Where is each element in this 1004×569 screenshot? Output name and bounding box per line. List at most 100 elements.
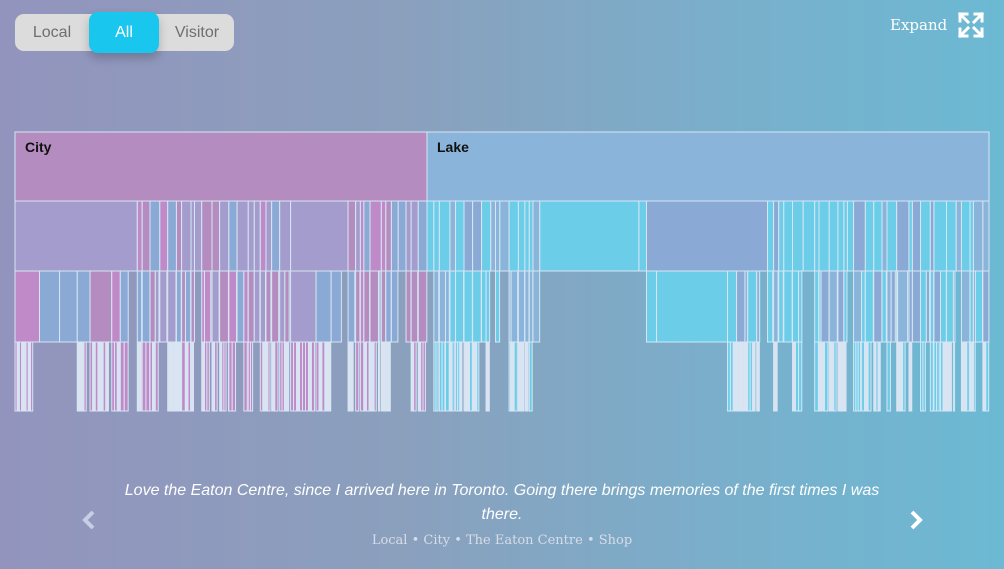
icicle-cell[interactable] bbox=[756, 270, 761, 343]
icicle-cell[interactable] bbox=[279, 200, 292, 272]
icicle-cell[interactable] bbox=[524, 341, 529, 412]
icicle-cell[interactable] bbox=[219, 200, 230, 272]
icicle-cell[interactable] bbox=[350, 341, 354, 412]
icicle-cell[interactable] bbox=[520, 341, 525, 412]
icicle-cell[interactable] bbox=[347, 200, 357, 272]
icicle-node-lake[interactable] bbox=[426, 131, 990, 202]
icicle-cell[interactable] bbox=[783, 200, 794, 272]
icicle-cell[interactable] bbox=[946, 270, 954, 343]
icicle-cell[interactable] bbox=[359, 270, 365, 343]
icicle-cell[interactable] bbox=[445, 270, 450, 343]
icicle-cell[interactable] bbox=[837, 270, 845, 343]
icicle-cell[interactable] bbox=[178, 341, 182, 412]
icicle-cell[interactable] bbox=[508, 341, 512, 412]
icicle-cell[interactable] bbox=[814, 200, 820, 272]
icicle-cell[interactable] bbox=[355, 200, 361, 272]
icicle-cell[interactable] bbox=[14, 270, 40, 343]
icicle-cell[interactable] bbox=[141, 200, 151, 272]
chevron-right-icon[interactable] bbox=[903, 508, 927, 532]
icicle-cell[interactable] bbox=[853, 270, 863, 343]
icicle-cell[interactable] bbox=[111, 270, 121, 343]
icicle-cell[interactable] bbox=[154, 270, 160, 343]
icicle-cell[interactable] bbox=[290, 270, 317, 343]
icicle-cell[interactable] bbox=[413, 341, 417, 412]
icicle-cell[interactable] bbox=[438, 200, 451, 272]
icicle-cell[interactable] bbox=[433, 200, 440, 272]
icicle-cell[interactable] bbox=[925, 270, 931, 343]
toggle-visitor[interactable]: Visitor bbox=[174, 24, 220, 41]
icicle-cell[interactable] bbox=[783, 270, 793, 343]
icicle-cell[interactable] bbox=[136, 341, 142, 412]
icicle-cell[interactable] bbox=[773, 200, 780, 272]
icicle-cell[interactable] bbox=[365, 341, 370, 412]
icicle-cell[interactable] bbox=[864, 270, 874, 343]
icicle-cell[interactable] bbox=[105, 341, 109, 412]
icicle-cell[interactable] bbox=[802, 200, 816, 272]
icicle-cell[interactable] bbox=[154, 341, 159, 412]
icicle-cell[interactable] bbox=[175, 270, 182, 343]
icicle-cell[interactable] bbox=[211, 200, 221, 272]
icicle-cell[interactable] bbox=[645, 200, 769, 272]
icicle-cell[interactable] bbox=[405, 270, 412, 343]
icicle-cell[interactable] bbox=[936, 341, 940, 412]
icicle-cell[interactable] bbox=[279, 270, 286, 343]
icicle-cell[interactable] bbox=[911, 270, 921, 343]
icicle-cell[interactable] bbox=[908, 341, 913, 412]
icicle-cell[interactable] bbox=[517, 200, 526, 272]
icicle-cell[interactable] bbox=[820, 270, 830, 343]
icicle-cell[interactable] bbox=[262, 341, 266, 412]
icicle-cell[interactable] bbox=[355, 270, 361, 343]
icicle-cell[interactable] bbox=[846, 200, 855, 272]
icicle-cell[interactable] bbox=[820, 341, 825, 412]
icicle-cell[interactable] bbox=[231, 341, 237, 412]
icicle-cell[interactable] bbox=[190, 341, 194, 412]
icicle-cell[interactable] bbox=[528, 341, 533, 412]
icicle-cell[interactable] bbox=[969, 341, 974, 412]
icicle-cell[interactable] bbox=[159, 200, 169, 272]
icicle-cell[interactable] bbox=[864, 200, 875, 272]
icicle-cell[interactable] bbox=[929, 200, 935, 272]
icicle-cell[interactable] bbox=[259, 270, 267, 343]
icicle-cell[interactable] bbox=[966, 341, 970, 412]
icicle-cell[interactable] bbox=[380, 341, 386, 412]
icicle-cell[interactable] bbox=[228, 341, 233, 412]
icicle-cell[interactable] bbox=[455, 200, 465, 272]
icicle-cell[interactable] bbox=[438, 270, 447, 343]
icicle-cell[interactable] bbox=[539, 200, 640, 272]
icicle-cell[interactable] bbox=[517, 270, 526, 343]
icicle-cell[interactable] bbox=[149, 200, 161, 272]
icicle-cell[interactable] bbox=[284, 341, 290, 412]
icicle-cell[interactable] bbox=[982, 270, 990, 343]
icicle-cell[interactable] bbox=[727, 270, 738, 343]
icicle-cell[interactable] bbox=[136, 270, 143, 343]
icicle-cell[interactable] bbox=[274, 341, 279, 412]
icicle-cell[interactable] bbox=[908, 270, 913, 343]
icicle-cell[interactable] bbox=[214, 341, 218, 412]
icicle-cell[interactable] bbox=[798, 270, 803, 343]
icicle-cell[interactable] bbox=[136, 200, 143, 272]
chevron-left-icon[interactable] bbox=[78, 508, 102, 532]
icicle-cell[interactable] bbox=[175, 200, 183, 272]
icicle-cell[interactable] bbox=[792, 200, 804, 272]
icicle-cell[interactable] bbox=[767, 270, 774, 343]
icicle-cell[interactable] bbox=[290, 200, 349, 272]
icicle-cell[interactable] bbox=[481, 200, 492, 272]
icicle-cell[interactable] bbox=[284, 270, 290, 343]
icicle-cell[interactable] bbox=[203, 270, 212, 343]
icicle-cell[interactable] bbox=[920, 200, 931, 272]
icicle-cell[interactable] bbox=[933, 270, 942, 343]
icicle-cell[interactable] bbox=[397, 200, 407, 272]
icicle-cell[interactable] bbox=[405, 200, 412, 272]
icicle-cell[interactable] bbox=[490, 200, 497, 272]
icicle-cell[interactable] bbox=[513, 341, 518, 412]
icicle-cell[interactable] bbox=[833, 341, 837, 412]
icicle-cell[interactable] bbox=[181, 341, 186, 412]
icicle-cell[interactable] bbox=[867, 341, 872, 412]
icicle-cell[interactable] bbox=[247, 270, 255, 343]
icicle-cell[interactable] bbox=[211, 270, 220, 343]
icicle-cell[interactable] bbox=[818, 200, 830, 272]
icicle-cell[interactable] bbox=[773, 270, 779, 343]
icicle-cell[interactable] bbox=[172, 341, 177, 412]
icicle-cell[interactable] bbox=[920, 270, 927, 343]
icicle-cell[interactable] bbox=[969, 200, 974, 272]
